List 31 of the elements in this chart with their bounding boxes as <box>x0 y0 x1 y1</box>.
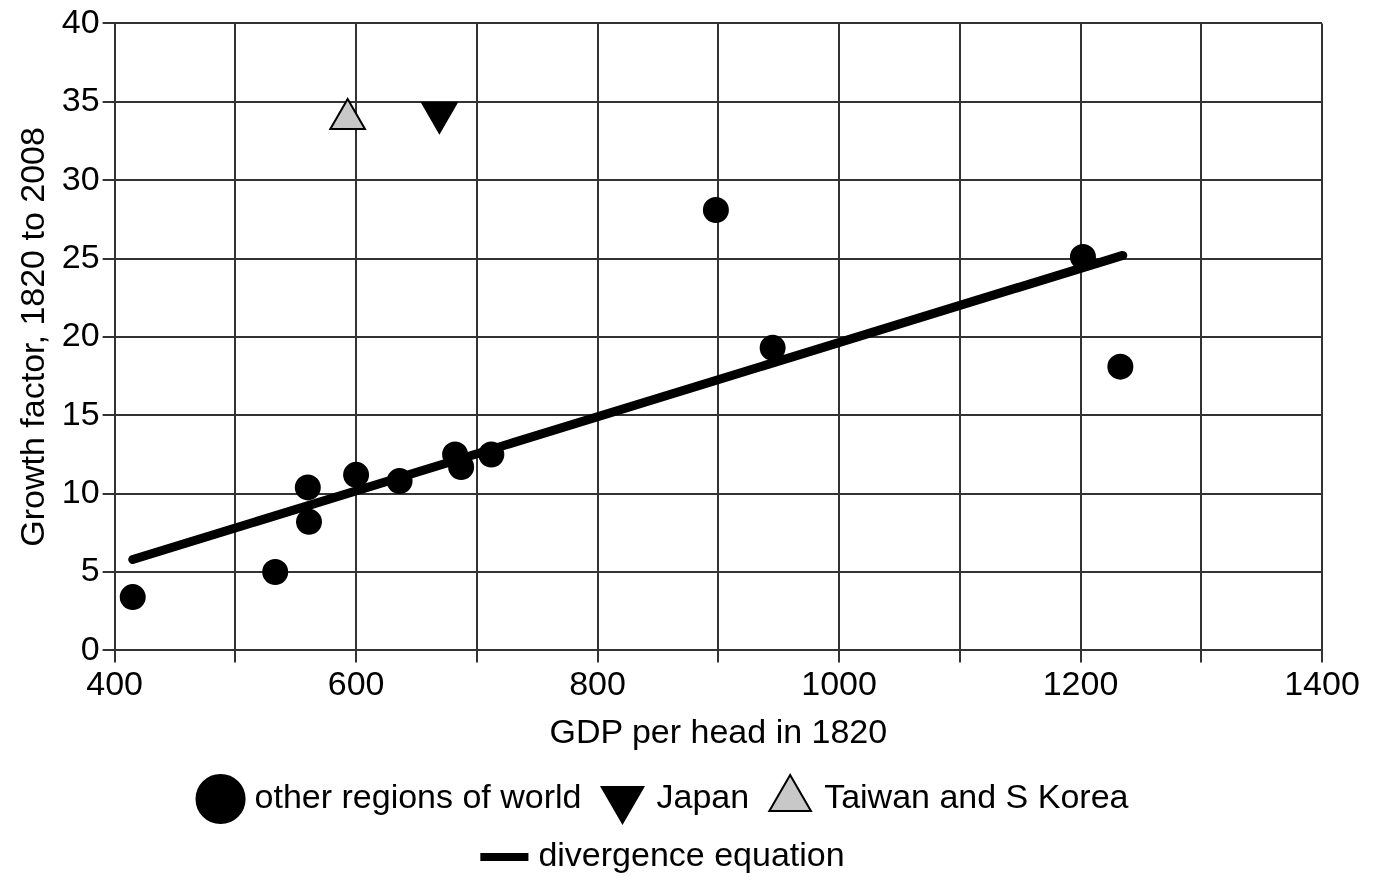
point <box>119 584 146 611</box>
y-tick-label: 15 <box>61 393 100 432</box>
point <box>702 196 729 223</box>
legend-label: Japan <box>656 777 750 816</box>
x-tick-label: 1000 <box>801 664 877 703</box>
x-tick-label: 1200 <box>1042 664 1119 703</box>
y-axis-title: Growth factor, 1820 to 2008 <box>12 127 51 547</box>
y-tick-label: 10 <box>61 472 100 511</box>
y-tick-label: 20 <box>61 315 100 354</box>
point <box>262 559 289 586</box>
point <box>386 468 413 495</box>
point <box>1107 353 1134 380</box>
y-tick-label: 5 <box>80 550 100 589</box>
legend-label: other regions of world <box>254 777 582 816</box>
point <box>343 461 370 488</box>
y-tick-label: 40 <box>61 1 100 40</box>
point <box>759 334 786 361</box>
point <box>478 441 505 468</box>
y-tick-label: 0 <box>80 628 100 667</box>
legend-label: divergence equation <box>538 835 845 874</box>
y-tick-label: 30 <box>61 158 100 197</box>
x-tick-label: 800 <box>569 664 626 703</box>
legend-label: Taiwan and S Korea <box>824 777 1129 816</box>
x-tick-label: 1400 <box>1284 664 1360 703</box>
x-tick-label: 600 <box>327 664 385 703</box>
y-tick-label: 25 <box>61 236 100 275</box>
point <box>294 474 321 501</box>
x-axis-title: GDP per head in 1820 <box>549 711 888 750</box>
y-tick-label: 35 <box>61 80 100 119</box>
point <box>296 508 323 535</box>
x-tick-label: 400 <box>86 664 143 703</box>
